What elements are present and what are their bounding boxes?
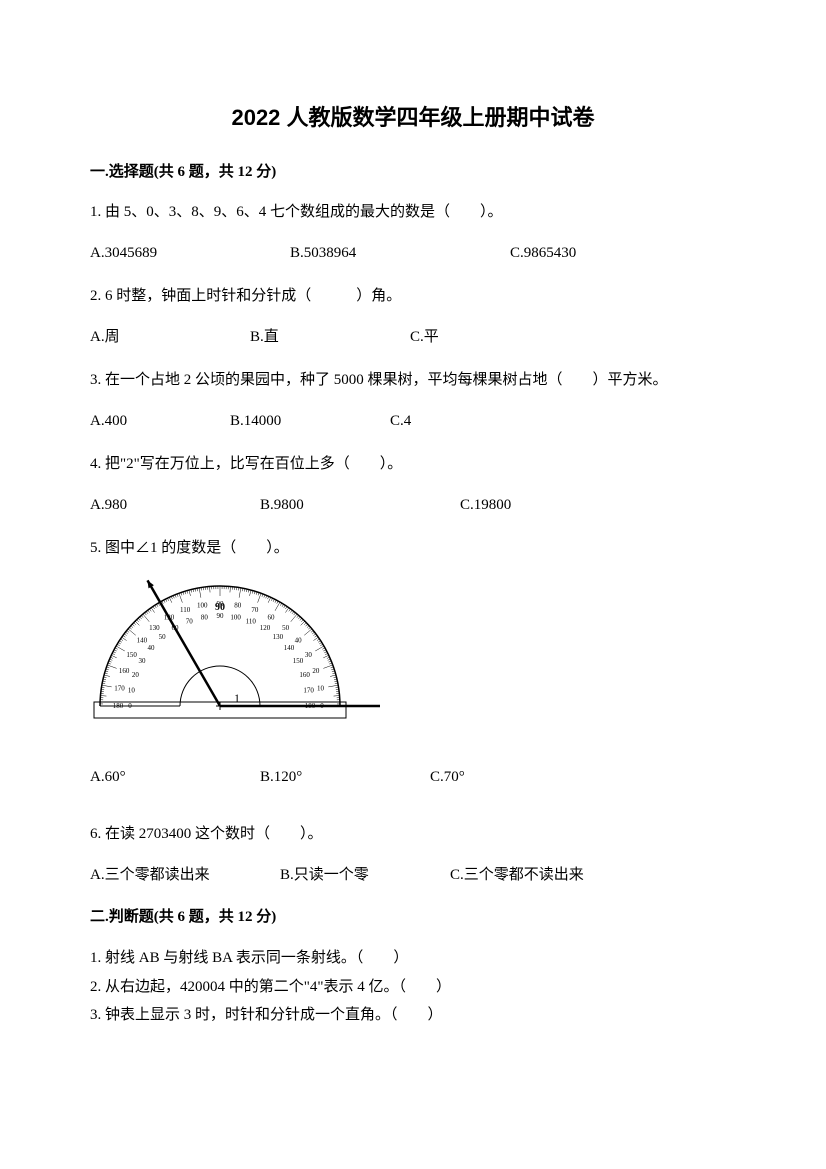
svg-text:160: 160: [119, 667, 130, 675]
question-2-options: A.周 B.直 C.平: [90, 324, 736, 351]
option-c: C.9865430: [510, 240, 736, 267]
option-b: B.5038964: [290, 240, 510, 267]
option-b: B.14000: [230, 408, 390, 435]
svg-text:30: 30: [305, 651, 313, 659]
question-1-text: 1. 由 5、0、3、8、9、6、4 七个数组成的最大的数是（ ）。: [90, 199, 736, 226]
section2-header: 二.判断题(共 6 题，共 12 分): [90, 905, 736, 926]
option-b: B.直: [250, 324, 410, 351]
svg-text:150: 150: [293, 657, 304, 665]
option-c: C.19800: [460, 492, 736, 519]
question-2-text: 2. 6 时整，钟面上时针和分针成（ ）角。: [90, 283, 736, 310]
svg-text:160: 160: [299, 671, 310, 679]
svg-text:130: 130: [273, 633, 284, 641]
question-5: 5. 图中∠1 的度数是（ ）。 18017016015014013012011…: [90, 535, 736, 791]
option-b: B.只读一个零: [280, 862, 450, 889]
option-b: B.9800: [260, 492, 460, 519]
option-b: B.120°: [260, 764, 430, 791]
question-3-text: 3. 在一个占地 2 公顷的果园中，种了 5000 棵果树，平均每棵果树占地（ …: [90, 367, 736, 394]
svg-text:140: 140: [137, 636, 148, 644]
option-c: C.三个零都不读出来: [450, 862, 736, 889]
svg-text:0: 0: [128, 702, 132, 710]
tf-question-1: 1. 射线 AB 与射线 BA 表示同一条射线。（ ）: [90, 944, 736, 973]
option-c: C.70°: [430, 764, 736, 791]
svg-text:70: 70: [251, 606, 259, 614]
option-c: C.4: [390, 408, 736, 435]
svg-text:150: 150: [126, 651, 137, 659]
svg-text:10: 10: [128, 686, 136, 694]
question-5-text: 5. 图中∠1 的度数是（ ）。: [90, 535, 736, 562]
option-c: C.平: [410, 324, 736, 351]
svg-text:20: 20: [132, 671, 140, 679]
svg-text:50: 50: [159, 633, 167, 641]
svg-text:1: 1: [234, 691, 240, 705]
question-5-options: A.60° B.120° C.70°: [90, 764, 736, 791]
svg-text:110: 110: [180, 606, 191, 614]
svg-text:140: 140: [284, 644, 295, 652]
question-1: 1. 由 5、0、3、8、9、6、4 七个数组成的最大的数是（ ）。 A.304…: [90, 199, 736, 267]
option-a: A.三个零都读出来: [90, 862, 280, 889]
question-4-options: A.980 B.9800 C.19800: [90, 492, 736, 519]
option-a: A.3045689: [90, 240, 290, 267]
svg-text:100: 100: [197, 602, 208, 610]
svg-text:80: 80: [234, 602, 242, 610]
svg-text:10: 10: [317, 684, 325, 692]
question-6-text: 6. 在读 2703400 这个数时（ ）。: [90, 821, 736, 848]
question-3: 3. 在一个占地 2 公顷的果园中，种了 5000 棵果树，平均每棵果树占地（ …: [90, 367, 736, 435]
svg-text:70: 70: [186, 617, 194, 625]
option-a: A.周: [90, 324, 250, 351]
tf-question-2: 2. 从右边起，420004 中的第二个"4"表示 4 亿。（ ）: [90, 973, 736, 1002]
svg-text:180: 180: [113, 702, 124, 710]
svg-text:120: 120: [260, 624, 271, 632]
protractor-diagram: 1801701601501401301201101009080706050403…: [90, 576, 736, 746]
svg-text:50: 50: [282, 624, 290, 632]
question-4: 4. 把"2"写在万位上，比写在百位上多（ ）。 A.980 B.9800 C.…: [90, 451, 736, 519]
question-3-options: A.400 B.14000 C.4: [90, 408, 736, 435]
svg-text:110: 110: [246, 617, 257, 625]
option-a: A.400: [90, 408, 230, 435]
svg-text:130: 130: [149, 624, 160, 632]
svg-text:80: 80: [201, 613, 209, 621]
svg-text:40: 40: [148, 644, 156, 652]
question-6-options: A.三个零都读出来 B.只读一个零 C.三个零都不读出来: [90, 862, 736, 889]
tf-question-3: 3. 钟表上显示 3 时，时针和分针成一个直角。（ ）: [90, 1001, 736, 1030]
svg-text:60: 60: [268, 614, 276, 622]
svg-text:100: 100: [230, 613, 241, 621]
question-4-text: 4. 把"2"写在万位上，比写在百位上多（ ）。: [90, 451, 736, 478]
option-a: A.60°: [90, 764, 260, 791]
option-a: A.980: [90, 492, 260, 519]
page-title: 2022 人教版数学四年级上册期中试卷: [90, 100, 736, 132]
question-2: 2. 6 时整，钟面上时针和分针成（ ）角。 A.周 B.直 C.平: [90, 283, 736, 351]
question-6: 6. 在读 2703400 这个数时（ ）。 A.三个零都读出来 B.只读一个零…: [90, 821, 736, 889]
svg-text:30: 30: [139, 657, 147, 665]
svg-text:90: 90: [217, 612, 225, 620]
section1-header: 一.选择题(共 6 题，共 12 分): [90, 160, 736, 181]
svg-text:20: 20: [312, 667, 320, 675]
svg-text:170: 170: [303, 686, 314, 694]
svg-text:170: 170: [114, 684, 125, 692]
question-1-options: A.3045689 B.5038964 C.9865430: [90, 240, 736, 267]
svg-text:90: 90: [215, 602, 225, 613]
svg-text:40: 40: [295, 636, 303, 644]
